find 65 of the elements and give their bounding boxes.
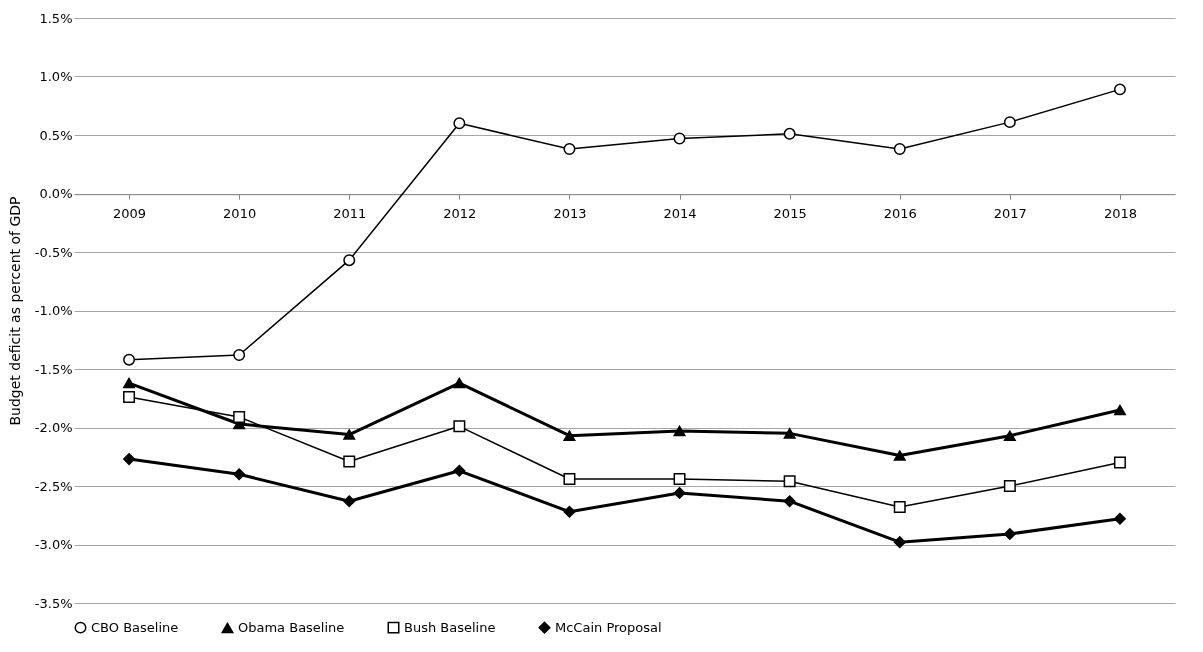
y-tick-label: -0.5%: [34, 244, 73, 260]
y-tick-label: -3.0%: [34, 537, 73, 552]
x-tick-label: 2015: [773, 205, 807, 221]
x-tick-label: 2011: [333, 205, 367, 221]
y-tick-label: 0.0%: [39, 186, 73, 201]
point: [343, 254, 356, 267]
point: [1113, 456, 1126, 469]
point: [453, 420, 466, 433]
point: [783, 495, 796, 508]
x-tick-label: 2009: [113, 205, 147, 221]
legend-label: McCain Proposal: [555, 619, 662, 635]
y-tick-label: -2.5%: [34, 478, 73, 494]
y-tick-label: -2.0%: [34, 420, 73, 435]
point: [1003, 116, 1016, 129]
point: [343, 455, 356, 468]
legend-label: Bush Baseline: [404, 619, 496, 635]
point: [673, 425, 686, 437]
point: [563, 430, 576, 441]
point: [563, 143, 576, 156]
point: [563, 472, 576, 485]
point: [673, 487, 686, 500]
point: [453, 464, 466, 477]
point: [893, 501, 906, 514]
x-tick-label: 2013: [553, 205, 587, 221]
point: [1113, 83, 1126, 96]
y-tick-label: -1.5%: [34, 361, 73, 377]
x-tick-label: 2016: [883, 205, 917, 221]
point: [343, 495, 356, 508]
point: [233, 410, 246, 423]
point: [453, 117, 466, 130]
point: [1003, 480, 1016, 492]
point: [893, 143, 906, 156]
point: [893, 536, 906, 549]
legend-label: Obama Baseline: [238, 619, 345, 635]
x-tick-label: 2014: [663, 205, 697, 221]
point: [123, 391, 136, 404]
x-tick-label: 2010: [223, 205, 257, 221]
y-tick-label: 1.5%: [39, 10, 73, 26]
x-tick-label: 2017: [993, 205, 1027, 221]
x-tick-label: 2018: [1103, 205, 1137, 221]
point: [453, 377, 466, 389]
point: [673, 132, 686, 145]
point: [233, 348, 246, 361]
point: [343, 429, 356, 440]
y-tick-label: -1.0%: [34, 303, 73, 318]
point: [783, 475, 796, 488]
y-tick-label: 0.5%: [39, 127, 73, 143]
point: [783, 428, 796, 439]
point: [1003, 430, 1016, 441]
point: [123, 377, 136, 389]
point: [123, 353, 136, 366]
legend-label: CBO Baseline: [91, 619, 179, 635]
point: [233, 468, 246, 481]
x-tick-label: 2012: [443, 205, 477, 221]
point: [893, 450, 906, 461]
y-tick-label: 1.0%: [39, 69, 73, 84]
point: [123, 453, 136, 466]
point: [1113, 512, 1126, 525]
point: [673, 472, 686, 485]
point: [1003, 527, 1016, 540]
point: [1113, 404, 1126, 416]
point: [563, 505, 576, 518]
y-tick-label: -3.5%: [34, 595, 73, 611]
point: [783, 127, 796, 140]
y-axis-title: Budget deficit as percent of GDP: [6, 196, 23, 426]
